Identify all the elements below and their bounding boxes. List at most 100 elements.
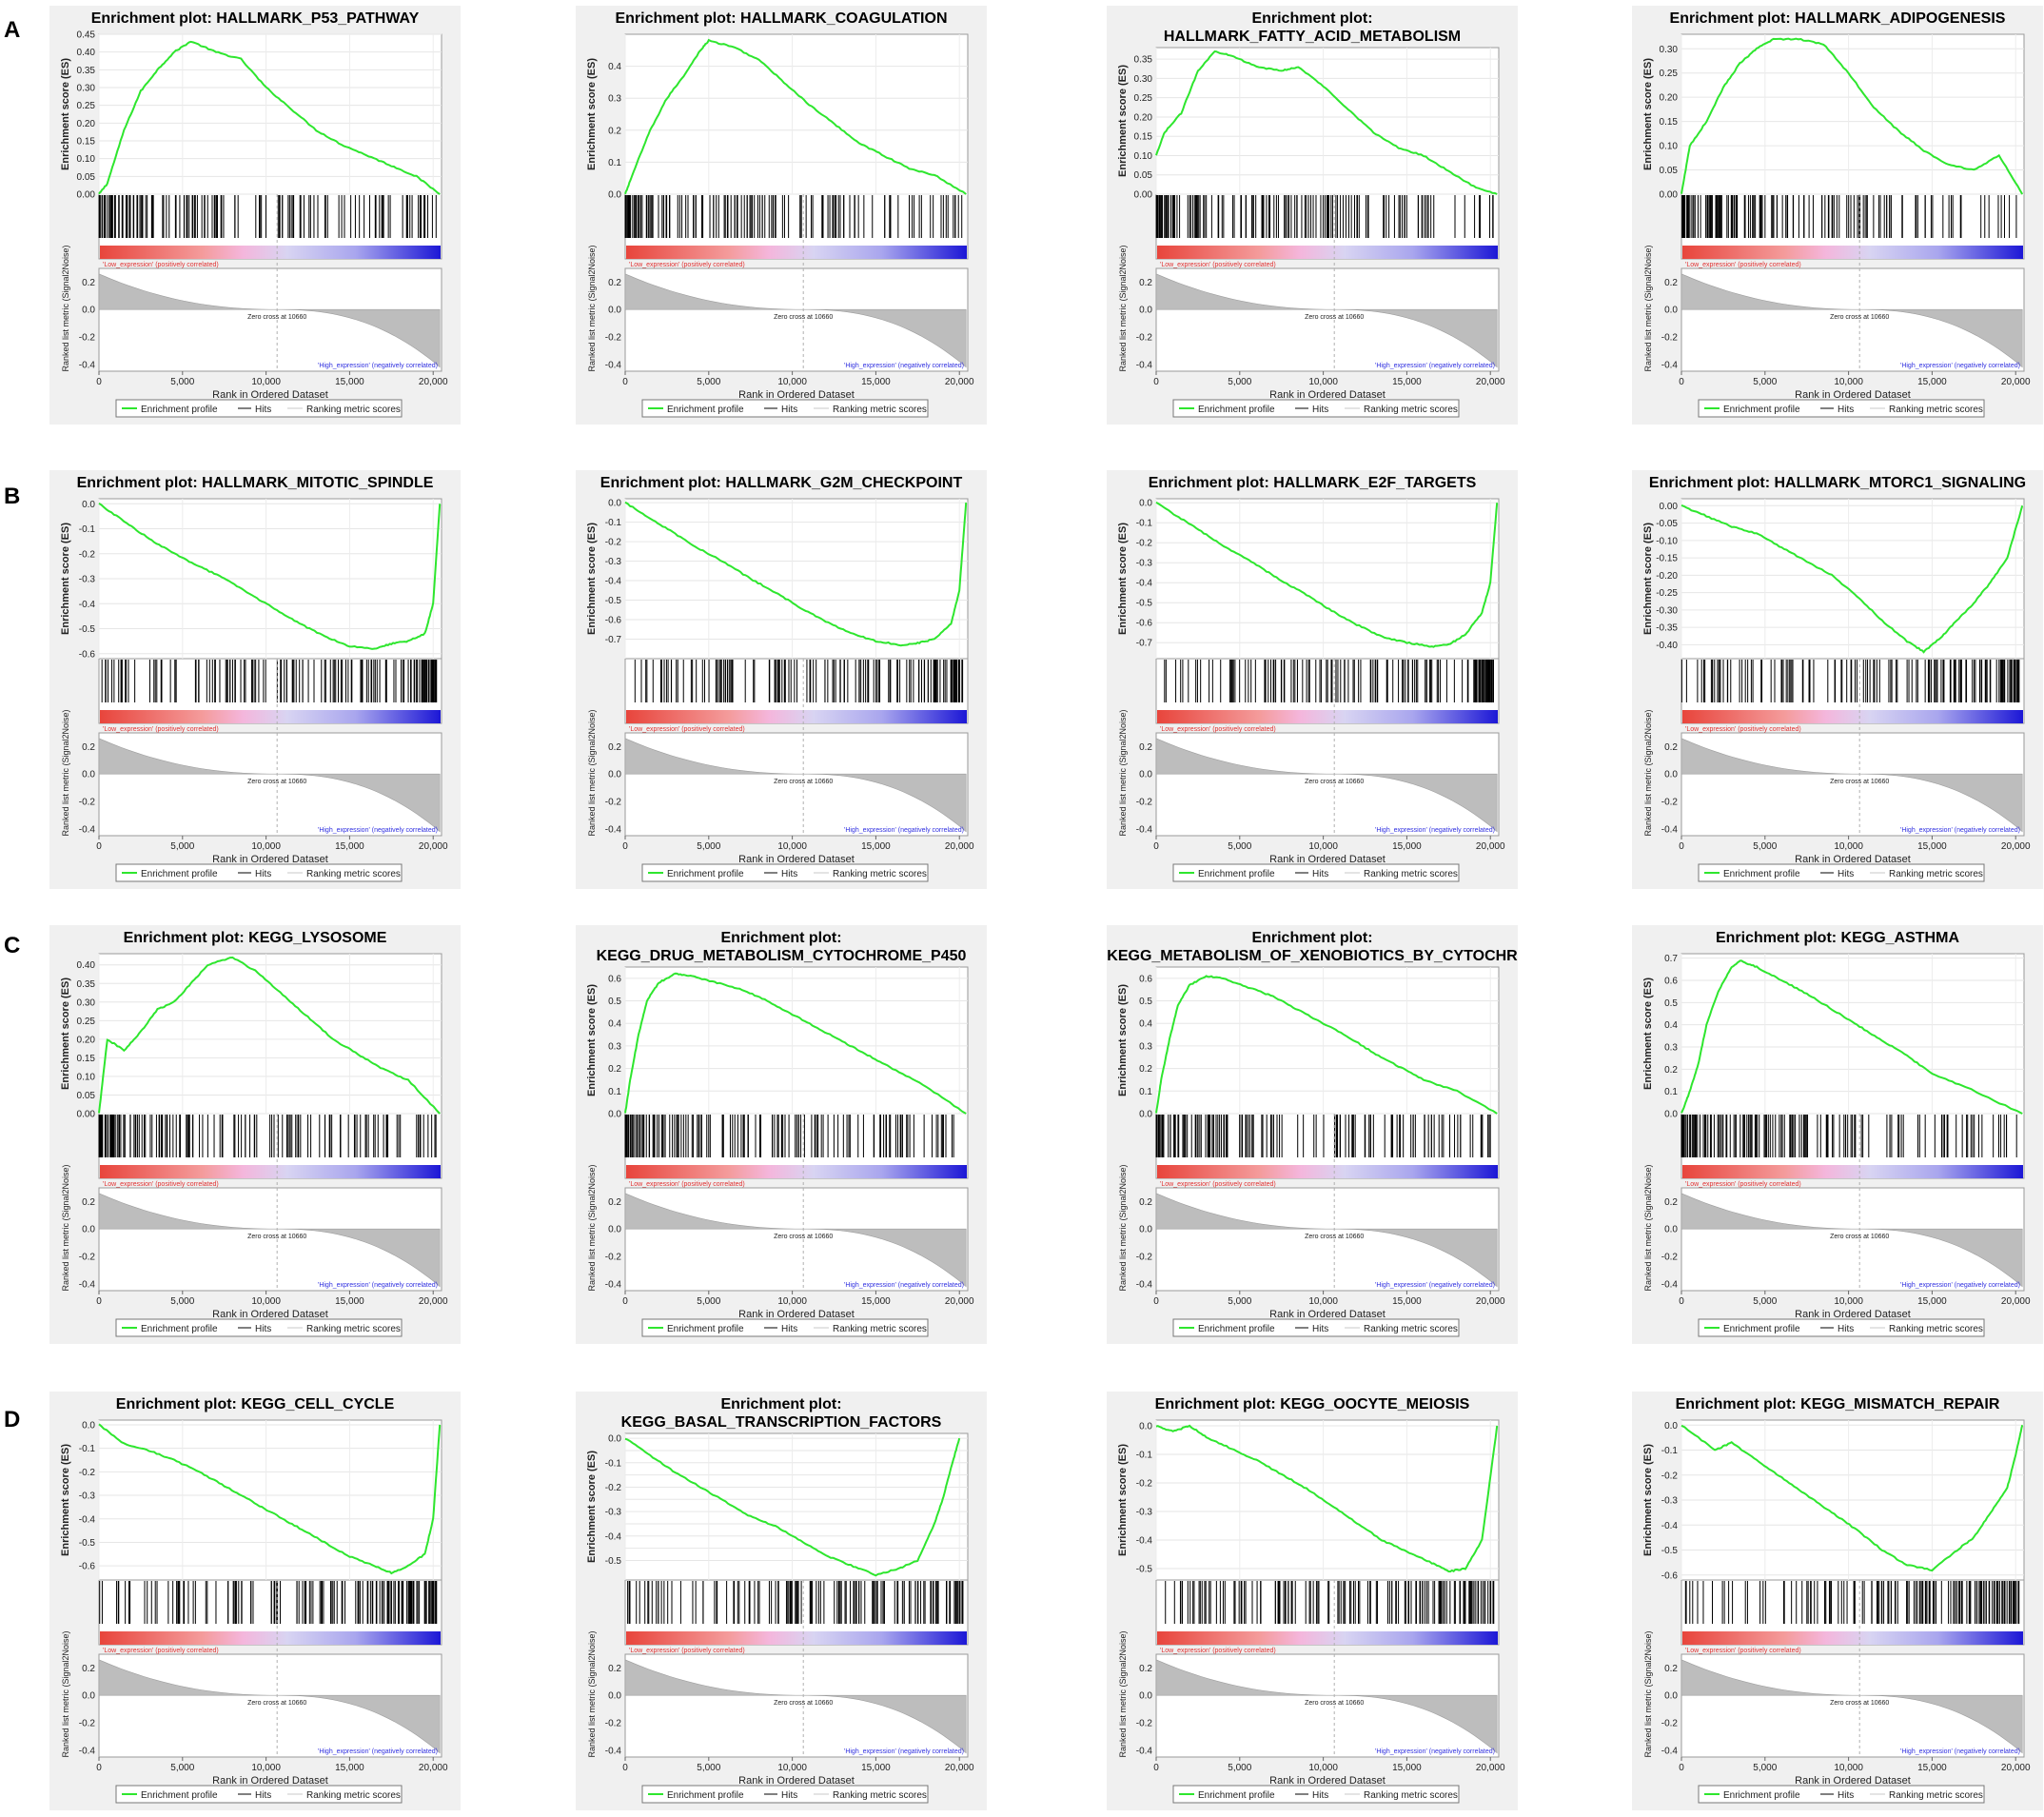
- x-tick-label: 15,000: [861, 377, 891, 387]
- legend-profile-label: Enrichment profile: [141, 869, 218, 879]
- hits-group: [624, 195, 963, 238]
- ranking-metric-area: [98, 738, 441, 833]
- es-tick-label: 0.15: [77, 1054, 96, 1064]
- metric-tick-label: 0.0: [608, 1691, 621, 1702]
- x-tick-label: 0: [622, 377, 628, 387]
- x-axis-label: Rank in Ordered Dataset: [1795, 389, 1911, 401]
- metric-tick-label: -0.4: [1661, 1746, 1679, 1756]
- es-tick-label: 0.0: [608, 1434, 621, 1445]
- zero-cross-label: Zero cross at 10660: [1830, 779, 1889, 785]
- metric-tick-label: 0.2: [82, 278, 95, 288]
- x-tick-label: 10,000: [251, 841, 281, 852]
- legend-box: [115, 863, 403, 882]
- x-tick-label: 20,000: [945, 1763, 974, 1773]
- x-tick-label: 20,000: [1476, 377, 1505, 387]
- es-tick-label: -0.6: [1661, 1570, 1679, 1581]
- enrichment-plot-svg: 0.0 -0.1 -0.2 -0.3 -0.4 -0.5 Enrichment score …: [1117, 1419, 1505, 1804]
- metric-axis-label: Ranked list metric (Signal2Noise): [1643, 1630, 1653, 1757]
- x-axis-label: Rank in Ordered Dataset: [1269, 389, 1386, 401]
- hits-group: [1165, 1581, 1495, 1624]
- legend-metric-label: Ranking metric scores: [833, 869, 927, 879]
- es-plot-area: [624, 1432, 969, 1581]
- es-tick-label: 0.0: [1139, 1110, 1152, 1120]
- hits-group: [634, 660, 964, 702]
- es-tick-label: 0.20: [77, 1035, 96, 1045]
- positive-correlation-label: 'Low_expression' (positively correlated): [1685, 262, 1801, 268]
- enrichment-panel: Enrichment plot: KEGG_OOCYTE_MEIOSIS 0.0-…: [1107, 1392, 1518, 1810]
- legend-profile-label: Enrichment profile: [1198, 1324, 1275, 1334]
- x-tick-label: 0: [1679, 841, 1684, 852]
- metric-axis-label: Ranked list metric (Signal2Noise): [1118, 1630, 1128, 1757]
- enrichment-panel: Enrichment plot: HALLMARK_MTORC1_SIGNALI…: [1632, 470, 2043, 889]
- x-tick-label: 20,000: [2001, 1296, 2031, 1307]
- ranking-color-bar: [1157, 1165, 1498, 1178]
- metric-tick-label: 0.0: [82, 1225, 95, 1235]
- enrichment-profile-line: [1680, 959, 2023, 1115]
- es-tick-label: -0.2: [605, 538, 622, 548]
- es-tick-label: 0.4: [1664, 1020, 1678, 1031]
- x-axis-label: Rank in Ordered Dataset: [738, 854, 855, 865]
- ranking-color-bar: [626, 1165, 967, 1178]
- enrichment-profile-line: [1155, 49, 1498, 195]
- metric-tick-label: 0.2: [1139, 1664, 1152, 1674]
- enrichment-panel: Enrichment plot: KEGG_ASTHMA 0.0 0.1 0.2 0.3…: [1632, 925, 2043, 1344]
- es-plot-area: [1155, 47, 1500, 195]
- plot-title: Enrichment plot: KEGG_CELL_CYCLE: [115, 1396, 395, 1412]
- es-tick-label: 0.5: [1664, 998, 1678, 1009]
- row-label-c: C: [4, 933, 21, 958]
- es-tick-label: -0.6: [79, 649, 96, 660]
- ranking-metric-area: [624, 1659, 967, 1754]
- es-axis-label: Enrichment score (ES): [60, 58, 71, 170]
- metric-tick-label: -0.4: [605, 360, 622, 370]
- es-tick-label: 0.0: [1139, 1422, 1152, 1432]
- metric-tick-label: -0.4: [1136, 824, 1153, 835]
- metric-axis-label: Ranked list metric (Signal2Noise): [587, 1630, 597, 1757]
- x-tick-label: 5,000: [1753, 1296, 1777, 1307]
- legend-box: [1172, 1318, 1460, 1337]
- es-tick-label: 0.5: [1139, 997, 1152, 1007]
- es-tick-label: 0.0: [82, 500, 95, 510]
- negative-correlation-label: 'High_expression' (negatively correlated…: [318, 363, 438, 369]
- ranking-metric-area: [1680, 1193, 2023, 1288]
- metric-axis-label: Ranked list metric (Signal2Noise): [1643, 1164, 1653, 1291]
- es-tick-label: -0.1: [1661, 1446, 1679, 1456]
- es-tick-label: 0.25: [1660, 69, 1679, 79]
- x-tick-label: 15,000: [1392, 1763, 1422, 1773]
- es-tick-label: -0.3: [1136, 1508, 1153, 1518]
- x-tick-label: 0: [622, 841, 628, 852]
- x-tick-label: 10,000: [251, 1296, 281, 1307]
- zero-cross-label: Zero cross at 10660: [1830, 314, 1889, 321]
- metric-tick-label: -0.4: [1661, 1279, 1679, 1290]
- enrichment-panel: Enrichment plot: HALLMARK_ADIPOGENESIS 0.…: [1632, 6, 2043, 425]
- es-tick-label: -0.05: [1656, 519, 1678, 529]
- legend-hits-label: Hits: [781, 405, 797, 415]
- es-plot-area: [624, 966, 969, 1115]
- es-axis-label: Enrichment score (ES): [1117, 523, 1129, 635]
- x-tick-label: 10,000: [777, 841, 807, 852]
- metric-tick-label: -0.2: [1661, 798, 1679, 808]
- es-axis-label: Enrichment score (ES): [1642, 978, 1654, 1090]
- enrichment-panel: Enrichment plot: KEGG_CELL_CYCLE 0.0 -0.1 -…: [49, 1392, 461, 1810]
- enrichment-plot-svg: 0.0 0.1 0.2 0.3 0.4 0.5 0.6 Enrichment score (E…: [586, 966, 974, 1337]
- zero-cross-label: Zero cross at 10660: [1305, 779, 1364, 785]
- metric-tick-label: -0.2: [79, 1719, 96, 1729]
- legend-box: [641, 863, 929, 882]
- es-plot-area: [624, 498, 969, 660]
- x-tick-label: 20,000: [2001, 377, 2031, 387]
- metric-axis-label: Ranked list metric (Signal2Noise): [1118, 1164, 1128, 1291]
- metric-tick-label: -0.4: [605, 824, 622, 835]
- legend-profile-label: Enrichment profile: [1198, 405, 1275, 415]
- metric-tick-label: 0.0: [1139, 1691, 1152, 1702]
- es-tick-label: -0.1: [79, 1444, 96, 1454]
- x-tick-label: 5,000: [1228, 1763, 1251, 1773]
- x-tick-label: 10,000: [1834, 1763, 1863, 1773]
- es-tick-label: -0.10: [1656, 536, 1678, 546]
- x-tick-label: 10,000: [777, 377, 807, 387]
- x-tick-label: 20,000: [1476, 1296, 1505, 1307]
- x-tick-label: 0: [96, 841, 102, 852]
- x-tick-label: 10,000: [1308, 1763, 1338, 1773]
- legend-metric-label: Ranking metric scores: [1364, 1324, 1458, 1334]
- x-axis-label: Rank in Ordered Dataset: [1795, 854, 1911, 865]
- es-tick-label: 0.15: [1660, 117, 1679, 128]
- es-tick-label: -0.4: [1136, 1536, 1153, 1547]
